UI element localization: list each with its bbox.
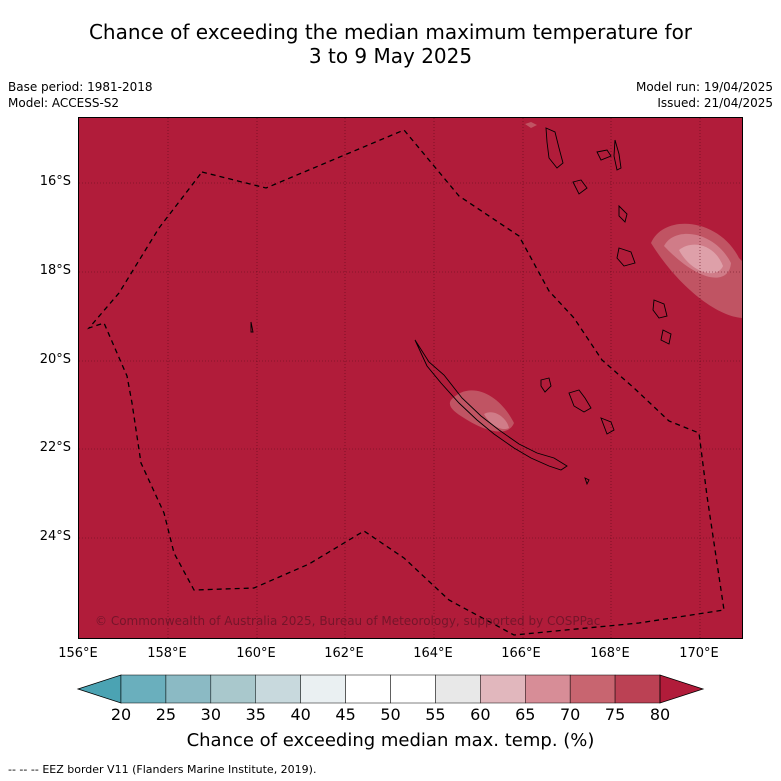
anomaly-patch-newcaledonia [449, 390, 514, 432]
vanuatu-island-6 [616, 247, 636, 267]
anomaly-patch-east [651, 223, 742, 318]
vanuatu-island-2 [572, 179, 588, 195]
colorbar-cell-65-70 [525, 674, 571, 704]
new-caledonia-coast [414, 339, 568, 471]
gridlines [79, 118, 742, 638]
lon-tick-158E: 158°E [147, 646, 187, 661]
eez-border [86, 129, 725, 636]
lat-tick-24S: 24°S [39, 529, 71, 544]
colorbar-tick-30: 30 [200, 705, 221, 724]
model-run-text: Model run: 19/04/2025 [635, 80, 773, 94]
colorbar-cell-75-80 [614, 674, 661, 704]
copyright-text: © Commonwealth of Australia 2025, Bureau… [95, 614, 601, 628]
colorbar-cell-25-30 [165, 674, 212, 704]
lon-tick-162E: 162°E [324, 646, 364, 661]
lon-tick-164E: 164°E [413, 646, 453, 661]
lon-tick-166E: 166°E [501, 646, 541, 661]
vanuatu-island-3 [596, 149, 612, 161]
issued-text: Issued: 21/04/2025 [657, 96, 773, 110]
colorbar-tick-40: 40 [290, 705, 311, 724]
meta-left: Base period: 1981-2018 Model: ACCESS-S2 [8, 79, 153, 111]
map-panel [78, 117, 743, 639]
colorbar-tick-45: 45 [335, 705, 356, 724]
colorbar-tick-80: 80 [649, 705, 671, 724]
colorbar-cell-45-50 [345, 674, 391, 704]
colorbar-tick-70: 70 [559, 705, 581, 724]
eez-legend-text: EEZ border V11 (Flanders Marine Institut… [42, 763, 317, 776]
lat-tick-22S: 22°S [39, 440, 71, 455]
vanuatu-island-4 [613, 139, 622, 171]
colorbar-cell-20-25 [120, 674, 167, 704]
colorbar-tick-60: 60 [470, 705, 491, 724]
colorbar-tick-35: 35 [245, 705, 266, 724]
loyalty-island-3 [600, 417, 615, 435]
colorbar-tick-50: 50 [380, 705, 401, 724]
chart-title-line1: Chance of exceeding the median maximum t… [88, 20, 693, 44]
small-islet-2 [584, 477, 590, 486]
model-text: Model: ACCESS-S2 [8, 96, 120, 110]
lon-tick-156E: 156°E [58, 646, 98, 661]
lat-tick-18S: 18°S [39, 263, 71, 278]
colorbar-cell-60-65 [480, 674, 526, 704]
vanuatu-island-7 [652, 299, 668, 319]
vanuatu-island-5 [618, 204, 628, 223]
lon-tick-168E: 168°E [590, 646, 630, 661]
colorbar-label: Chance of exceeding median max. temp. (%… [186, 730, 595, 751]
anomaly-speck [525, 122, 537, 128]
loyalty-island-1 [540, 377, 552, 393]
colorbar-cell-35-40 [255, 674, 301, 704]
loyalty-island-2 [568, 389, 592, 413]
small-islet-1 [250, 321, 254, 333]
lon-tick-170E: 170°E [679, 646, 719, 661]
colorbar-tick-65: 65 [515, 705, 536, 724]
colorbar-tick-55: 55 [425, 705, 446, 724]
eez-legend-symbol: -- -- -- [8, 763, 39, 776]
colorbar-cell-30-35 [210, 674, 256, 704]
map-svg [79, 118, 742, 638]
lon-tick-160E: 160°E [236, 646, 276, 661]
colorbar-tick-75: 75 [604, 705, 626, 724]
vanuatu-island-8 [660, 329, 672, 345]
meta-right: Model run: 19/04/2025 Issued: 21/04/2025 [636, 79, 773, 111]
chart-title-line2: 3 to 9 May 2025 [308, 44, 473, 68]
base-period-text: Base period: 1981-2018 [8, 80, 153, 94]
colorbar-cell-55-60 [435, 674, 481, 704]
vanuatu-island-1 [545, 127, 564, 169]
colorbar-extend-low [76, 674, 122, 704]
eez-legend: -- -- -- EEZ border V11 (Flanders Marine… [8, 763, 316, 776]
colorbar-tick-25: 25 [155, 705, 177, 724]
colorbar-cell-50-55 [390, 674, 436, 704]
lat-tick-20S: 20°S [39, 352, 71, 367]
coastlines [250, 127, 672, 486]
colorbar-tick-20: 20 [110, 705, 132, 724]
lat-tick-16S: 16°S [39, 174, 71, 189]
colorbar-cell-70-75 [569, 674, 616, 704]
colorbar-cell-40-45 [300, 674, 346, 704]
colorbar-extend-high [659, 674, 705, 704]
